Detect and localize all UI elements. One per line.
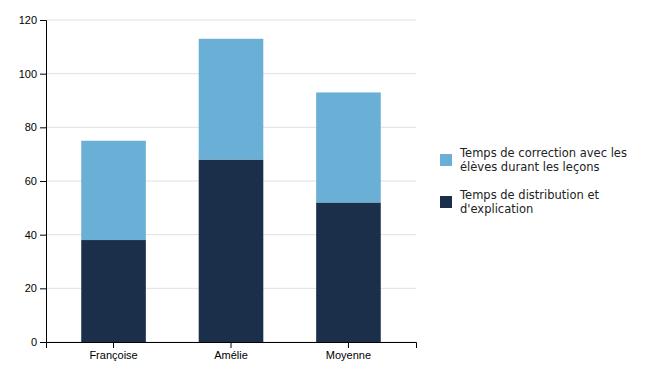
y-tick: 60 — [25, 175, 46, 187]
legend-item: Temps de correction avec lesélèves duran… — [440, 146, 627, 174]
legend-swatch — [440, 196, 452, 208]
bar — [199, 160, 264, 342]
y-tick: 20 — [25, 282, 46, 294]
bar — [316, 202, 381, 342]
bar — [81, 141, 146, 240]
y-tick-mark — [40, 181, 46, 182]
legend: Temps de correction avec lesélèves duran… — [440, 146, 627, 216]
bar — [316, 92, 381, 202]
x-tick-mark — [113, 342, 114, 348]
x-tick-label: Amélie — [214, 349, 248, 361]
legend-label-line: Temps de correction avec les — [459, 146, 627, 160]
x-tick: Moyenne — [326, 342, 371, 361]
y-tick: 0 — [31, 336, 46, 348]
y-tick-mark — [40, 288, 46, 289]
bar — [81, 240, 146, 342]
legend-swatch — [440, 154, 452, 166]
y-tick: 40 — [25, 229, 46, 241]
y-tick: 80 — [25, 121, 46, 133]
y-tick-label: 0 — [31, 336, 37, 348]
y-tick-label: 120 — [19, 14, 37, 26]
bar-series — [81, 39, 381, 240]
y-tick: 120 — [19, 14, 46, 26]
bars — [81, 39, 381, 342]
legend-label-line: d'explication — [460, 202, 533, 216]
y-tick-label: 60 — [25, 175, 37, 187]
x-tick-mark — [231, 342, 232, 348]
y-axis-line — [40, 21, 47, 343]
x-axis: Françoise Amélie Moyenne — [47, 342, 417, 361]
y-tick: 100 — [19, 68, 46, 80]
y-tick-mark — [40, 74, 46, 75]
y-tick-label: 100 — [19, 68, 37, 80]
x-tick: Amélie — [214, 342, 248, 361]
x-axis-line — [47, 343, 417, 349]
chart: 0 20 40 60 80 100 120 Françoise Amélie Moyenne Tem… — [0, 0, 651, 378]
y-tick-label: 20 — [25, 282, 37, 294]
x-tick-mark — [348, 342, 349, 348]
x-tick-label: Françoise — [89, 349, 137, 361]
bar — [199, 39, 264, 160]
y-tick-mark — [40, 127, 46, 128]
x-tick-label: Moyenne — [326, 349, 371, 361]
legend-label: Temps de distribution etd'explication — [459, 188, 600, 216]
y-tick-label: 80 — [25, 121, 37, 133]
grid-line — [46, 20, 416, 21]
legend-label-line: Temps de distribution et — [459, 188, 600, 202]
plot: 0 20 40 60 80 100 120 Françoise Amélie Moyenne — [19, 14, 417, 361]
y-tick-label: 40 — [25, 229, 37, 241]
x-tick: Françoise — [89, 342, 137, 361]
y-tick-mark — [40, 342, 46, 343]
legend-item: Temps de distribution etd'explication — [440, 188, 600, 216]
legend-label: Temps de correction avec lesélèves duran… — [459, 146, 627, 174]
legend-label-line: élèves durant les leçons — [460, 160, 600, 174]
grid — [46, 20, 416, 342]
y-tick-mark — [40, 235, 46, 236]
y-axis: 0 20 40 60 80 100 120 — [19, 14, 47, 348]
y-tick-mark — [40, 20, 46, 21]
